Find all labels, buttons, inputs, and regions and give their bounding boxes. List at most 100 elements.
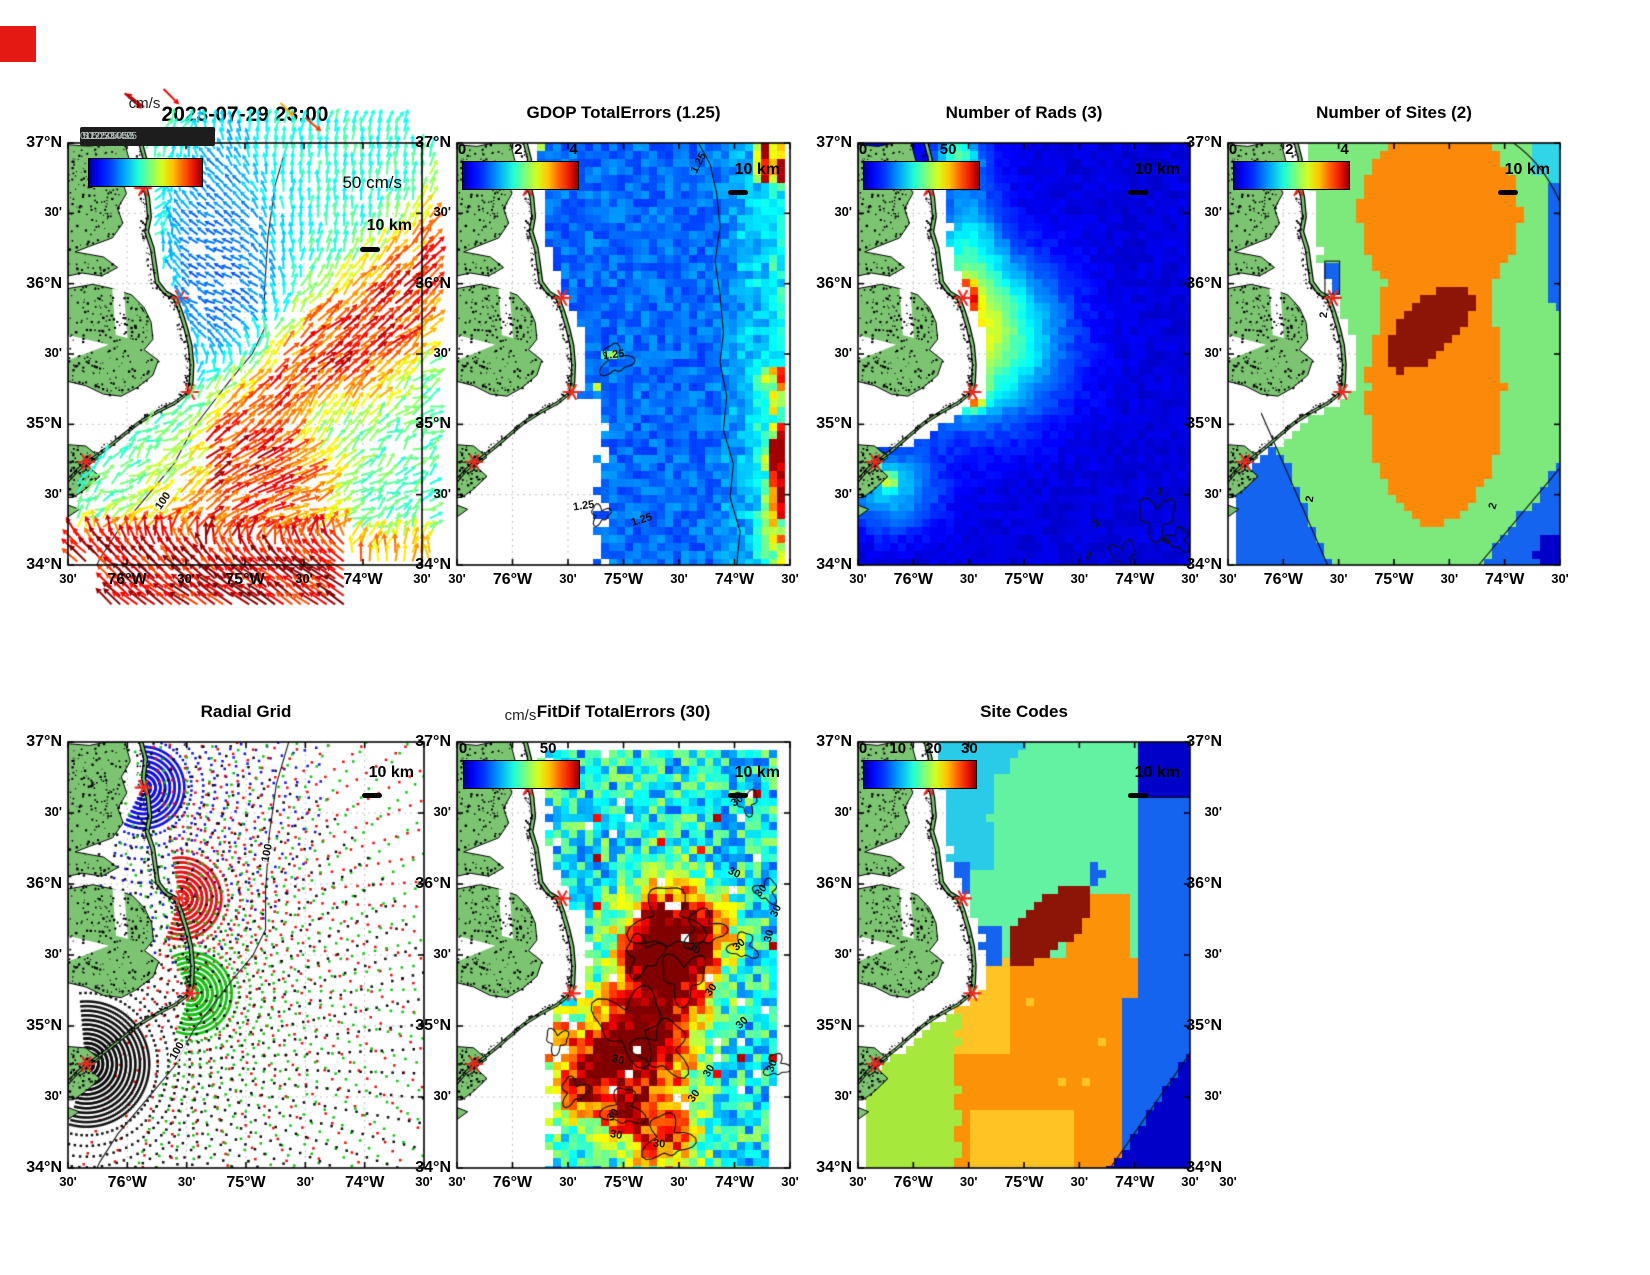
y-tick-label: 36°N bbox=[816, 875, 852, 892]
y-tick-label: 30' bbox=[433, 1088, 451, 1103]
y-tick-label: 34°N bbox=[816, 556, 852, 573]
y-tick-label: 35°N bbox=[26, 1017, 62, 1034]
y-tick-label: 37°N bbox=[816, 134, 852, 151]
x-tick-label: 30' bbox=[448, 571, 466, 586]
y-tick-label: 30' bbox=[834, 485, 852, 501]
colorbar-surface-currents bbox=[88, 158, 203, 187]
x-tick-label: 30' bbox=[448, 1174, 466, 1189]
y-tick-label: 30' bbox=[433, 804, 451, 819]
y-tick-label: 30' bbox=[1204, 804, 1222, 819]
y-tick-label: 30' bbox=[1204, 485, 1222, 501]
x-tick-label: 30' bbox=[1219, 571, 1237, 586]
y-tick-label: 30' bbox=[834, 345, 852, 360]
x-tick-label: 75°W bbox=[1004, 1174, 1044, 1191]
x-tick-label: 76°W bbox=[107, 571, 147, 588]
y-tick-label: 30' bbox=[433, 485, 451, 501]
x-tick-label: 74°W bbox=[1485, 571, 1525, 588]
x-tick-label: 30' bbox=[959, 571, 978, 586]
colorbar-tick: 10 bbox=[889, 740, 907, 757]
contour-label: 30 bbox=[652, 1137, 666, 1151]
x-tick-label: 30' bbox=[59, 1174, 77, 1189]
x-tick-label: 74°W bbox=[343, 571, 383, 588]
colorbar-gdop-totalerrors bbox=[462, 161, 579, 190]
y-tick-label: 37°N bbox=[415, 134, 451, 151]
x-tick-label: 30' bbox=[1070, 571, 1089, 586]
y-tick-label: 35°N bbox=[816, 415, 852, 433]
x-tick-label: 30' bbox=[296, 1174, 315, 1189]
y-tick-label: 30' bbox=[44, 804, 62, 819]
x-tick-label: 75°W bbox=[1374, 571, 1414, 588]
scale-bar-icon bbox=[362, 793, 382, 798]
y-tick-label: 30' bbox=[834, 804, 852, 819]
y-tick-label: 37°N bbox=[415, 733, 451, 750]
colorbar-number-of-rads bbox=[863, 161, 980, 190]
vector-key-label: 50 cm/s bbox=[342, 173, 402, 192]
x-tick-label: 75°W bbox=[226, 1174, 266, 1191]
y-tick-label: 34°N bbox=[1186, 556, 1222, 573]
y-tick-label: 34°N bbox=[415, 1159, 451, 1176]
y-tick-label: 30' bbox=[834, 204, 852, 220]
y-tick-label: 30' bbox=[44, 345, 62, 360]
y-tick-label: 34°N bbox=[26, 556, 62, 573]
colorbar-unit-label: cm/s bbox=[128, 95, 161, 112]
x-tick-label: 30' bbox=[849, 571, 867, 586]
x-tick-label: 30' bbox=[670, 571, 688, 586]
colorbar-tick: 0 bbox=[457, 141, 467, 158]
scale-label-gdop-totalerrors: 10 km bbox=[734, 161, 780, 178]
x-tick-label: 30' bbox=[781, 1174, 799, 1189]
y-tick-label: 34°N bbox=[26, 1159, 62, 1176]
y-tick-label: 36°N bbox=[415, 875, 451, 892]
colorbar-fitdif-totalerrors bbox=[463, 760, 580, 789]
colorbar-tick: 50 bbox=[539, 740, 557, 757]
scale-label-surface-currents: 10 km bbox=[366, 217, 412, 234]
colorbar-tick: 0 bbox=[458, 740, 468, 757]
colorbar-tick: 20 bbox=[925, 740, 942, 757]
y-tick-label: 30' bbox=[1204, 204, 1222, 220]
colorbar-tick: 0 bbox=[858, 141, 868, 158]
x-tick-label: 76°W bbox=[1263, 571, 1303, 588]
y-tick-label: 34°N bbox=[1186, 1159, 1222, 1176]
y-tick-label: 30' bbox=[44, 1088, 62, 1103]
y-tick-label: 30' bbox=[44, 946, 62, 961]
y-tick-label: 35°N bbox=[26, 415, 62, 433]
y-tick-label: 36°N bbox=[26, 875, 62, 892]
colorbar-tick: 50 bbox=[939, 141, 957, 158]
y-tick-label: 30' bbox=[1204, 345, 1222, 360]
x-tick-label: 30' bbox=[849, 1174, 867, 1189]
y-tick-label: 30' bbox=[433, 204, 451, 220]
y-tick-label: 36°N bbox=[26, 274, 62, 292]
y-tick-label: 30' bbox=[433, 946, 451, 961]
x-tick-label: 76°W bbox=[107, 1174, 147, 1191]
x-tick-label: 75°W bbox=[603, 1174, 644, 1191]
y-tick-label: 34°N bbox=[415, 556, 451, 573]
scale-label-fitdif-totalerrors: 10 km bbox=[734, 764, 780, 781]
y-tick-label: 35°N bbox=[415, 415, 451, 433]
colorbar-tick: 4 bbox=[1340, 141, 1349, 158]
colorbar-tick: 2 bbox=[1285, 141, 1294, 158]
y-tick-label: 36°N bbox=[415, 274, 451, 292]
colorbar-tick: 0 bbox=[1228, 141, 1238, 158]
contour-label: 3 bbox=[1156, 486, 1163, 499]
x-tick-label: 30' bbox=[781, 571, 799, 586]
contour-label: 2 bbox=[1317, 311, 1330, 319]
x-tick-label: 30' bbox=[670, 1174, 688, 1189]
scale-label-site-codes: 10 km bbox=[1134, 764, 1180, 781]
y-tick-label: 30' bbox=[44, 204, 62, 220]
y-tick-label: 30' bbox=[433, 345, 451, 360]
x-tick-label: 30' bbox=[1329, 571, 1348, 586]
y-tick-label: 36°N bbox=[1186, 875, 1222, 892]
colorbar-tick: 30 bbox=[961, 740, 978, 757]
x-tick-label: 30' bbox=[295, 571, 313, 586]
colorbar-overlapping-ticks: 0 5 10 15 20 25 30 35 40 45 50 55 bbox=[80, 127, 215, 146]
y-tick-label: 35°N bbox=[1186, 1017, 1222, 1034]
scale-bar-icon bbox=[1128, 190, 1148, 195]
colorbar-site-codes bbox=[863, 760, 977, 789]
scale-label-number-of-rads: 10 km bbox=[1134, 161, 1180, 178]
x-tick-label: 76°W bbox=[492, 571, 533, 588]
x-tick-label: 30' bbox=[959, 1174, 978, 1189]
y-tick-label: 37°N bbox=[1186, 134, 1222, 151]
scale-bar-icon bbox=[360, 247, 380, 252]
x-tick-label: 30' bbox=[1440, 571, 1459, 586]
scale-bar-icon bbox=[728, 793, 748, 798]
